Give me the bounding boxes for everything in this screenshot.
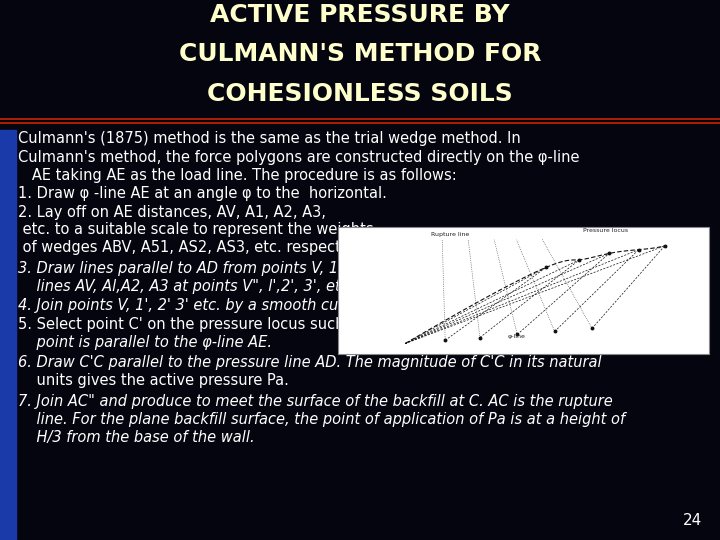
Text: 1. Draw φ -line AE at an angle φ to the  horizontal.: 1. Draw φ -line AE at an angle φ to the … [18, 186, 387, 201]
Text: CULMANN'S METHOD FOR: CULMANN'S METHOD FOR [179, 42, 541, 66]
Text: 2. Lay off on AE distances, AV, A1, A2, A3,: 2. Lay off on AE distances, AV, A1, A2, … [18, 205, 326, 220]
Text: lines AV, Al,A2, A3 at points V", l',2', 3', etc. respectively.: lines AV, Al,A2, A3 at points V", l',2',… [18, 279, 451, 294]
Text: ACTIVE PRESSURE BY: ACTIVE PRESSURE BY [210, 3, 510, 26]
Text: 5. Select point C' on the pressure locus such that the tangent to the curve at t: 5. Select point C' on the pressure locus… [18, 317, 615, 332]
Bar [338, 227, 709, 354]
Text: Pressure locus: Pressure locus [582, 228, 628, 233]
Text: COHESIONLESS SOILS: COHESIONLESS SOILS [207, 82, 513, 105]
Text: 7. Join AC" and produce to meet the surface of the backfill at C. AC is the rupt: 7. Join AC" and produce to meet the surf… [18, 394, 613, 409]
Text: units gives the active pressure Pa.: units gives the active pressure Pa. [18, 373, 289, 388]
Text: line. For the plane backfill surface, the point of application of Pa is at a hei: line. For the plane backfill surface, th… [18, 412, 625, 427]
Text: 6. Draw C'C parallel to the pressure line AD. The magnitude of C'C in its natura: 6. Draw C'C parallel to the pressure lin… [18, 355, 602, 370]
Bar [0, 130, 16, 540]
Text: of wedges ABV, A51, AS2, AS3, etc. respectively.: of wedges ABV, A51, AS2, AS3, etc. respe… [18, 240, 378, 255]
Text: 3. Draw lines parallel to AD from points V, 1, 2, 3 to intersect assumed rupture: 3. Draw lines parallel to AD from points… [18, 261, 593, 276]
Text: point is parallel to the φ-line AE.: point is parallel to the φ-line AE. [18, 335, 272, 350]
Text: Culmann's (1875) method is the same as the trial wedge method. In: Culmann's (1875) method is the same as t… [18, 131, 521, 146]
Text: etc. to a suitable scale to represent the weights: etc. to a suitable scale to represent th… [18, 222, 374, 238]
Text: φ-line: φ-line [508, 334, 526, 340]
Text: 4. Join points V, 1', 2' 3' etc. by a smooth curve which is the pressure locus.: 4. Join points V, 1', 2' 3' etc. by a sm… [18, 298, 570, 313]
Text: Rupture line: Rupture line [431, 232, 469, 237]
Text: Culmann's method, the force polygons are constructed directly on the φ-line: Culmann's method, the force polygons are… [18, 150, 580, 165]
Text: 24: 24 [683, 513, 702, 528]
Text: H/3 from the base of the wall.: H/3 from the base of the wall. [18, 430, 255, 445]
Text: AE taking AE as the load line. The procedure is as follows:: AE taking AE as the load line. The proce… [18, 168, 456, 183]
